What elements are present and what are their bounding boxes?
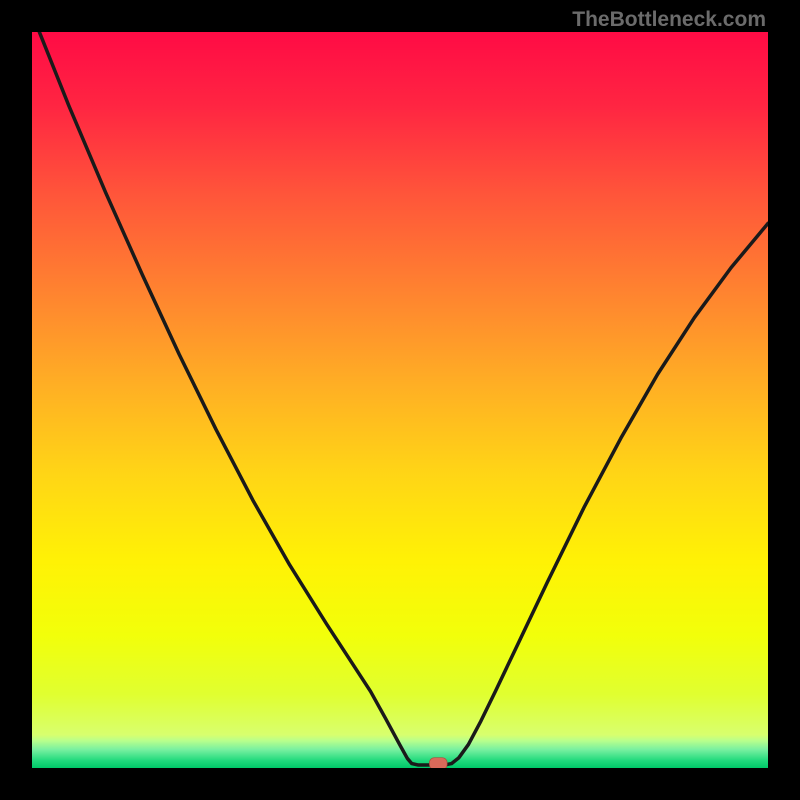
watermark-text: TheBottleneck.com — [572, 8, 766, 32]
chart-background — [32, 32, 768, 768]
selection-marker[interactable] — [429, 758, 447, 768]
chart-frame: TheBottleneck.com — [0, 0, 800, 800]
bottleneck-chart — [32, 32, 768, 768]
